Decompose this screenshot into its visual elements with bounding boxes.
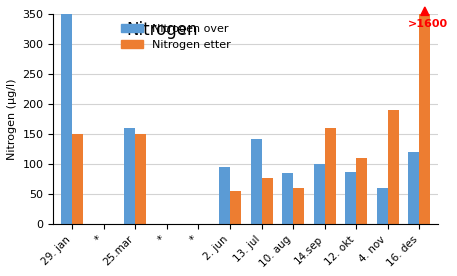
Bar xyxy=(314,164,324,224)
Bar xyxy=(420,14,430,224)
Bar xyxy=(230,191,241,224)
Bar xyxy=(250,139,261,224)
Bar xyxy=(388,110,399,224)
Bar xyxy=(293,189,304,224)
Bar xyxy=(356,158,367,224)
Bar xyxy=(261,177,273,224)
Bar xyxy=(219,167,230,224)
Bar xyxy=(282,173,293,224)
Bar xyxy=(324,128,336,224)
Y-axis label: Nitrogen (µg/l): Nitrogen (µg/l) xyxy=(7,79,17,160)
Bar xyxy=(135,134,146,224)
Bar xyxy=(345,172,356,224)
Polygon shape xyxy=(421,7,429,15)
Bar xyxy=(377,189,388,224)
Text: Nitrogen: Nitrogen xyxy=(127,20,198,39)
Text: >1600: >1600 xyxy=(408,19,447,29)
Bar xyxy=(72,134,83,224)
Bar xyxy=(124,128,135,224)
Bar xyxy=(408,152,420,224)
Legend: Nitrogen over, Nitrogen etter: Nitrogen over, Nitrogen etter xyxy=(117,20,235,54)
Bar xyxy=(61,14,72,224)
